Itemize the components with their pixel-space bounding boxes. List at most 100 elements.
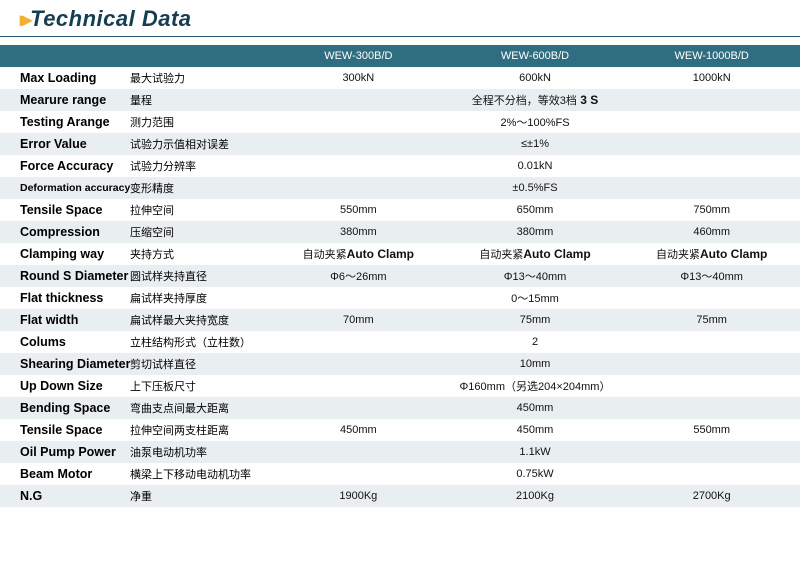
table-row: Error Value试验力示值相对误差≤±1% xyxy=(0,133,800,155)
table-cell: 750mm xyxy=(623,204,800,216)
row-label-cn: 净重 xyxy=(130,488,270,504)
row-label-cn: 剪切试样直径 xyxy=(130,356,270,372)
table-cell: 75mm xyxy=(623,314,800,326)
table-cell: 2 xyxy=(270,336,800,348)
table-row: Clamping way夹持方式自动夹紧Auto Clamp自动夹紧Auto C… xyxy=(0,243,800,265)
row-label-en: Max Loading xyxy=(0,71,130,85)
table-cell: 0.75kW xyxy=(270,468,800,480)
table-cell: 自动夹紧Auto Clamp xyxy=(623,246,800,262)
table-row: Colums立柱结构形式（立柱数）2 xyxy=(0,331,800,353)
table-cell: 75mm xyxy=(447,314,624,326)
table-cell: 550mm xyxy=(623,424,800,436)
row-label-cn: 试验力分辨率 xyxy=(130,158,270,174)
row-label-cn: 压缩空间 xyxy=(130,224,270,240)
table-row: Tensile Space拉伸空间550mm650mm750mm xyxy=(0,199,800,221)
row-label-cn: 上下压板尺寸 xyxy=(130,378,270,394)
table-row: Bending Space弯曲支点间最大距离450mm xyxy=(0,397,800,419)
table-cell: 300kN xyxy=(270,72,447,84)
table-row: Deformation accuracy变形精度±0.5%FS xyxy=(0,177,800,199)
table-header-row: .WEW-300B/DWEW-600B/DWEW-1000B/D xyxy=(0,45,800,67)
row-label-en: N.G xyxy=(0,489,130,503)
row-label-cn: 测力范围 xyxy=(130,114,270,130)
table-row: N.G净重1900Kg2100Kg2700Kg xyxy=(0,485,800,507)
row-label-cn: 夹持方式 xyxy=(130,246,270,262)
section-heading: ▸▸ Technical Data xyxy=(0,0,800,37)
table-cell: 600kN xyxy=(447,72,624,84)
row-label-en: Compression xyxy=(0,225,130,239)
table-row: Beam Motor横梁上下移动电动机功率0.75kW xyxy=(0,463,800,485)
table-cell: 自动夹紧Auto Clamp xyxy=(270,246,447,262)
table-row: Testing Arange测力范围2%～100%FS xyxy=(0,111,800,133)
row-label-cn: 立柱结构形式（立柱数） xyxy=(130,334,270,350)
table-cell: 1.1kW xyxy=(270,446,800,458)
table-row: Mearure range量程全程不分档，等效3档 3 S xyxy=(0,89,800,111)
table-cell: 0～15mm xyxy=(270,290,800,306)
table-cell: ±0.5%FS xyxy=(270,182,800,194)
table-cell: 自动夹紧Auto Clamp xyxy=(447,246,624,262)
column-header: WEW-1000B/D xyxy=(623,50,800,62)
row-label-en: Shearing Diameter xyxy=(0,357,130,371)
row-label-en: Colums xyxy=(0,335,130,349)
row-label-en: Mearure range xyxy=(0,93,130,107)
row-label-cn: 油泵电动机功率 xyxy=(130,444,270,460)
row-label-en: Oil Pump Power xyxy=(0,445,130,459)
table-cell: 1900Kg xyxy=(270,490,447,502)
table-cell: Φ13～40mm xyxy=(623,268,800,284)
table-cell: 70mm xyxy=(270,314,447,326)
table-cell: 1000kN xyxy=(623,72,800,84)
table-cell: Φ6～26mm xyxy=(270,268,447,284)
column-header: WEW-300B/D xyxy=(270,50,447,62)
row-label-en: Error Value xyxy=(0,137,130,151)
row-label-cn: 最大试验力 xyxy=(130,70,270,86)
chevron-icon: ▸▸ xyxy=(20,7,24,32)
table-cell: Φ13～40mm xyxy=(447,268,624,284)
row-label-cn: 试验力示值相对误差 xyxy=(130,136,270,152)
row-label-cn: 量程 xyxy=(130,92,270,108)
row-label-en: Clamping way xyxy=(0,247,130,261)
table-row: Max Loading最大试验力300kN600kN1000kN xyxy=(0,67,800,89)
row-label-en: Deformation accuracy xyxy=(0,182,130,194)
row-label-en: Testing Arange xyxy=(0,115,130,129)
row-label-cn: 变形精度 xyxy=(130,180,270,196)
table-cell: 2%～100%FS xyxy=(270,114,800,130)
row-label-en: Up Down Size xyxy=(0,379,130,393)
row-label-en: Tensile Space xyxy=(0,203,130,217)
row-label-en: Flat width xyxy=(0,313,130,327)
row-label-cn: 扁试样最大夹持宽度 xyxy=(130,312,270,328)
table-row: Round S Diameter圆试样夹持直径Φ6～26mmΦ13～40mmΦ1… xyxy=(0,265,800,287)
table-cell: 650mm xyxy=(447,204,624,216)
spec-table: .WEW-300B/DWEW-600B/DWEW-1000B/DMax Load… xyxy=(0,45,800,507)
table-cell: 380mm xyxy=(447,226,624,238)
table-row: Tensile Space拉伸空间两支柱距离450mm450mm550mm xyxy=(0,419,800,441)
table-row: Flat width扁试样最大夹持宽度70mm75mm75mm xyxy=(0,309,800,331)
row-label-cn: 拉伸空间 xyxy=(130,202,270,218)
row-label-en: Beam Motor xyxy=(0,467,130,481)
table-row: Compression压缩空间380mm380mm460mm xyxy=(0,221,800,243)
table-row: Up Down Size上下压板尺寸Φ160mm（另选204×204mm） xyxy=(0,375,800,397)
row-label-cn: 拉伸空间两支柱距离 xyxy=(130,422,270,438)
row-label-en: Round S Diameter xyxy=(0,269,130,283)
table-row: Flat thickness扁试样夹持厚度0～15mm xyxy=(0,287,800,309)
row-label-en: Flat thickness xyxy=(0,291,130,305)
table-cell: 450mm xyxy=(270,424,447,436)
table-cell: 550mm xyxy=(270,204,447,216)
table-cell: 2100Kg xyxy=(447,490,624,502)
table-row: Shearing Diameter剪切试样直径10mm xyxy=(0,353,800,375)
table-cell: 380mm xyxy=(270,226,447,238)
table-row: Force Accuracy试验力分辨率0.01kN xyxy=(0,155,800,177)
table-cell: 450mm xyxy=(270,402,800,414)
table-cell: 450mm xyxy=(447,424,624,436)
table-cell: 0.01kN xyxy=(270,160,800,172)
row-label-cn: 扁试样夹持厚度 xyxy=(130,290,270,306)
column-header: WEW-600B/D xyxy=(447,50,624,62)
table-cell: 2700Kg xyxy=(623,490,800,502)
row-label-en: Force Accuracy xyxy=(0,159,130,173)
table-cell: ≤±1% xyxy=(270,138,800,150)
table-row: Oil Pump Power油泵电动机功率1.1kW xyxy=(0,441,800,463)
table-cell: Φ160mm（另选204×204mm） xyxy=(270,378,800,394)
table-cell: 10mm xyxy=(270,358,800,370)
row-label-cn: 横梁上下移动电动机功率 xyxy=(130,466,270,482)
page-title: Technical Data xyxy=(30,6,191,32)
row-label-en: Tensile Space xyxy=(0,423,130,437)
row-label-cn: 圆试样夹持直径 xyxy=(130,268,270,284)
